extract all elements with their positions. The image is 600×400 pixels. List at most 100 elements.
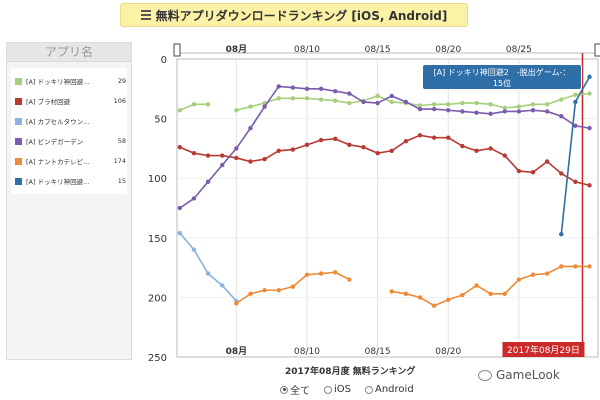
legend-item[interactable]: [A] ドッキリ神回避... 15	[11, 171, 127, 191]
header-title: 無料アプリダウンロードランキング [iOS, Android]	[155, 8, 448, 23]
data-point	[573, 264, 578, 269]
legend-value: 106	[113, 97, 126, 105]
chart-title: 2017年08月度 無料ランキング	[285, 367, 416, 377]
scroll-handle	[173, 43, 181, 57]
data-point	[375, 100, 380, 106]
data-point	[389, 93, 394, 99]
data-point	[333, 88, 338, 94]
series-line	[236, 92, 590, 112]
data-point	[446, 135, 451, 140]
data-point	[474, 148, 479, 153]
data-point	[417, 133, 423, 138]
data-point	[262, 156, 267, 162]
data-point	[587, 74, 592, 80]
data-point	[460, 292, 465, 298]
legend-swatch	[15, 137, 22, 145]
highlight-label-bg	[502, 342, 585, 357]
data-point	[347, 277, 352, 282]
data-point	[431, 106, 437, 112]
legend-item[interactable]: [A] カプセルタウン...	[11, 111, 127, 131]
data-point	[488, 111, 493, 117]
data-point	[573, 99, 578, 105]
app-list-panel: アプリ名 [A] ドッキリ神回避... 29 [A] ブラ村回避 106 [A]…	[6, 42, 132, 360]
data-point	[276, 148, 281, 153]
legend-item[interactable]: [A] ブラ村回避 106	[11, 91, 127, 111]
filter-android[interactable]: Android	[365, 382, 414, 397]
top-tick-label: 08/20	[435, 45, 461, 55]
data-point	[516, 277, 522, 282]
filter-ios[interactable]: iOS	[324, 382, 351, 397]
data-point	[573, 92, 578, 97]
data-point	[318, 97, 324, 102]
filter-label: 全て	[290, 386, 310, 397]
data-point	[220, 153, 225, 158]
y-tick-label: 0	[161, 55, 167, 66]
filter-all[interactable]: 全て	[280, 382, 310, 397]
data-point	[559, 97, 564, 102]
data-point	[389, 289, 394, 294]
data-point	[573, 123, 578, 128]
data-point	[304, 272, 310, 277]
data-point	[177, 205, 183, 211]
tooltip-line2: 15位	[492, 79, 512, 88]
legend-label: [A] ドッキリ神回避...	[26, 178, 90, 186]
legend-label: [A] ナントカテレビ...	[26, 158, 90, 166]
wechat-icon	[478, 369, 492, 381]
data-point	[333, 270, 338, 275]
watermark: GameLook	[478, 368, 560, 382]
data-point	[205, 153, 211, 158]
top-tick-label: 08/10	[294, 45, 320, 55]
data-point	[502, 291, 507, 297]
data-point	[403, 291, 409, 297]
legend-item[interactable]: [A] ドッキリ神回避... 29	[11, 71, 127, 91]
data-point	[318, 86, 324, 92]
data-point	[205, 102, 211, 107]
plot-area	[176, 58, 599, 358]
app-list-header: アプリ名	[7, 43, 131, 62]
data-point	[460, 109, 465, 114]
data-point	[234, 155, 239, 161]
data-point	[220, 283, 225, 288]
tooltip-line1: [A] ドッキリ神回避2 -脱出ゲーム-：	[433, 68, 571, 77]
data-point	[262, 104, 267, 109]
data-point	[304, 96, 310, 101]
data-point	[460, 100, 465, 106]
data-point	[460, 143, 465, 149]
legend-item[interactable]: [A] ピンデガーデン 58	[11, 131, 127, 151]
top-tick-label: 08/15	[365, 45, 391, 55]
data-point	[304, 86, 310, 92]
data-point	[403, 99, 409, 105]
legend-swatch	[15, 157, 22, 165]
data-point	[488, 102, 493, 107]
data-point	[544, 271, 550, 276]
data-point	[262, 288, 267, 293]
data-point	[191, 150, 197, 156]
data-point	[488, 146, 493, 151]
data-point	[389, 99, 394, 105]
data-point	[248, 291, 253, 297]
data-point	[347, 100, 352, 106]
data-point	[516, 109, 522, 114]
data-point	[375, 150, 380, 156]
data-point	[191, 196, 197, 201]
data-point	[559, 232, 564, 237]
data-point	[276, 288, 281, 293]
data-point	[361, 145, 366, 150]
y-tick-label: 250	[148, 353, 167, 364]
data-point	[474, 110, 479, 115]
data-point	[220, 162, 225, 168]
data-point	[290, 147, 296, 152]
data-point	[530, 272, 536, 277]
data-point	[248, 125, 253, 131]
top-tick-label: 08月	[226, 44, 248, 55]
data-point	[516, 104, 522, 109]
data-point	[347, 142, 352, 148]
chart-header: 無料アプリダウンロードランキング [iOS, Android]	[120, 3, 468, 27]
data-point	[177, 108, 183, 113]
legend-label: [A] ブラ村回避	[26, 98, 71, 106]
data-point	[431, 135, 437, 140]
data-point	[559, 171, 564, 176]
legend-item[interactable]: [A] ナントカテレビ... 174	[11, 151, 127, 171]
data-point	[248, 104, 253, 109]
data-point	[417, 103, 423, 108]
